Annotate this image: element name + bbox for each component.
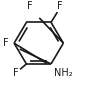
Text: F: F <box>13 68 19 78</box>
Text: F: F <box>57 1 63 11</box>
Text: NH₂: NH₂ <box>54 68 73 78</box>
Text: F: F <box>27 1 33 11</box>
Text: F: F <box>3 38 9 48</box>
